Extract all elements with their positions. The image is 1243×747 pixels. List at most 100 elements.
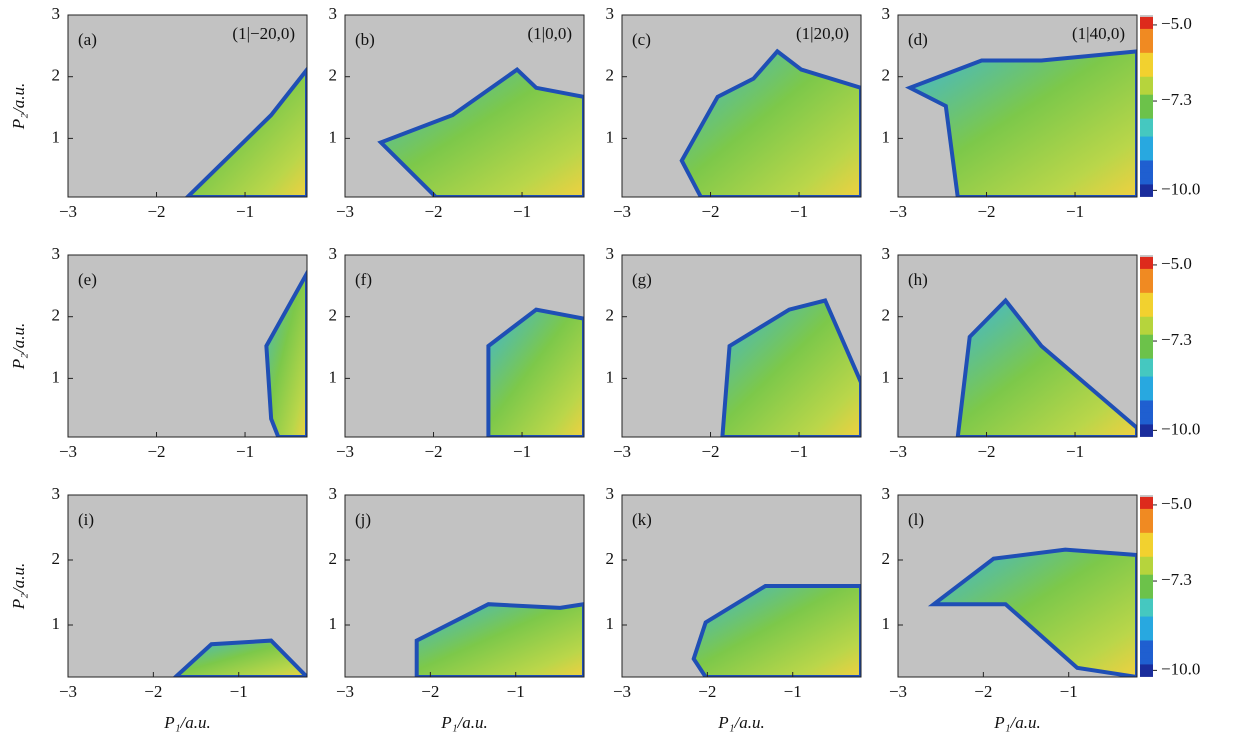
colorbar-tick-label: −10.0	[1161, 179, 1200, 198]
colorbar-tick-label: −7.3	[1161, 90, 1192, 109]
panel-annotation: (1|−20,0)	[232, 24, 295, 43]
x-tick-label: −2	[701, 442, 719, 461]
distribution-region	[955, 297, 1137, 437]
x-tick-label: −1	[236, 202, 254, 221]
x-tick-label: −3	[613, 682, 631, 701]
colorbar-band	[1140, 22, 1153, 30]
panel-label: (l)	[908, 510, 924, 529]
axes-frame	[621, 494, 862, 678]
y-axis-label: P₂/a.u.	[9, 83, 28, 131]
y-tick-label: 2	[882, 66, 891, 85]
colorbar-band	[1140, 616, 1153, 624]
colorbar-band	[1140, 430, 1153, 437]
colorbar-band	[1140, 16, 1153, 24]
x-axis-label: P₁/a.u.	[993, 713, 1041, 732]
colorbar-band	[1140, 670, 1153, 677]
distribution-region	[927, 547, 1137, 677]
colorbar-band	[1140, 292, 1153, 300]
y-tick-label: 2	[606, 66, 615, 85]
y-tick-label: 2	[606, 306, 615, 325]
colorbar-band	[1140, 82, 1153, 90]
y-tick-label: 3	[606, 484, 615, 503]
y-tick-label: 2	[52, 549, 61, 568]
distribution-region	[486, 307, 584, 437]
colorbar-band	[1140, 382, 1153, 390]
x-tick-label: −3	[59, 202, 77, 221]
x-tick-label: −3	[889, 202, 907, 221]
y-tick-label: 3	[329, 244, 338, 263]
x-tick-label: −1	[507, 682, 525, 701]
colorbar-band	[1140, 310, 1153, 318]
y-tick-label: 1	[606, 367, 615, 386]
colorbar-band	[1140, 100, 1153, 108]
y-tick-label: 2	[52, 306, 61, 325]
colorbar-band	[1140, 58, 1153, 66]
colorbar-band	[1140, 634, 1153, 641]
colorbar-band	[1140, 106, 1153, 114]
colorbar-band	[1140, 664, 1153, 671]
y-tick-label: 3	[52, 244, 61, 263]
axes-frame	[344, 494, 585, 678]
y-axis-label: P₂/a.u.	[9, 563, 28, 611]
panel-annotation: (1|40,0)	[1072, 24, 1125, 43]
colorbar-tick-label: −7.3	[1161, 570, 1192, 589]
colorbar-band	[1140, 502, 1153, 510]
colorbar-tick-label: −10.0	[1161, 659, 1200, 678]
colorbar-band	[1140, 640, 1153, 647]
colorbar-band	[1140, 514, 1153, 522]
y-tick-label: 3	[329, 484, 338, 503]
axes-frame	[621, 14, 862, 198]
colorbar-band	[1140, 622, 1153, 630]
x-tick-label: −3	[59, 442, 77, 461]
x-tick-label: −1	[230, 682, 248, 701]
panel-label: (k)	[632, 510, 652, 529]
y-tick-label: 3	[606, 4, 615, 23]
x-tick-label: −1	[790, 202, 808, 221]
panel-annotation: (1|0,0)	[528, 24, 572, 43]
axes-frame	[897, 14, 1138, 198]
colorbar-band	[1140, 286, 1153, 294]
colorbar-band	[1140, 328, 1153, 336]
colorbar-tick-label: −5.0	[1161, 14, 1192, 33]
colorbar-band	[1140, 112, 1153, 120]
colorbar-band	[1140, 298, 1153, 306]
distribution-region	[905, 49, 1137, 197]
colorbar-band	[1140, 136, 1153, 144]
x-tick-label: −3	[336, 442, 354, 461]
x-tick-label: −2	[977, 442, 995, 461]
axes-frame	[621, 254, 862, 438]
y-tick-label: 3	[52, 484, 61, 503]
distribution-region	[679, 48, 861, 197]
y-tick-label: 1	[52, 614, 61, 633]
colorbar-band	[1140, 334, 1153, 342]
x-tick-label: −2	[701, 202, 719, 221]
colorbar-band	[1140, 652, 1153, 659]
colorbar-tick-label: −5.0	[1161, 254, 1192, 273]
colorbar-band	[1140, 388, 1153, 396]
y-tick-label: 3	[882, 244, 891, 263]
x-tick-label: −1	[1060, 682, 1078, 701]
x-tick-label: −1	[1066, 442, 1084, 461]
colorbar-band	[1140, 376, 1153, 384]
colorbar-band	[1140, 520, 1153, 528]
colorbar-band	[1140, 142, 1153, 150]
x-tick-label: −2	[147, 202, 165, 221]
y-tick-label: 1	[329, 127, 338, 146]
colorbar-band	[1140, 544, 1153, 552]
colorbar-band	[1140, 496, 1153, 504]
y-tick-label: 2	[329, 306, 338, 325]
axes-frame	[67, 254, 308, 438]
colorbar-band	[1140, 124, 1153, 132]
y-tick-label: 1	[882, 367, 891, 386]
colorbar-band	[1140, 280, 1153, 288]
x-tick-label: −2	[977, 202, 995, 221]
distribution-region	[414, 602, 584, 677]
colorbar-band	[1140, 130, 1153, 138]
colorbar-band	[1140, 538, 1153, 546]
colorbar-band	[1140, 190, 1153, 197]
colorbar-band	[1140, 508, 1153, 516]
axes-frame	[67, 14, 308, 198]
x-axis-label: P₁/a.u.	[440, 713, 488, 732]
panel-label: (e)	[78, 270, 97, 289]
x-tick-label: −2	[974, 682, 992, 701]
